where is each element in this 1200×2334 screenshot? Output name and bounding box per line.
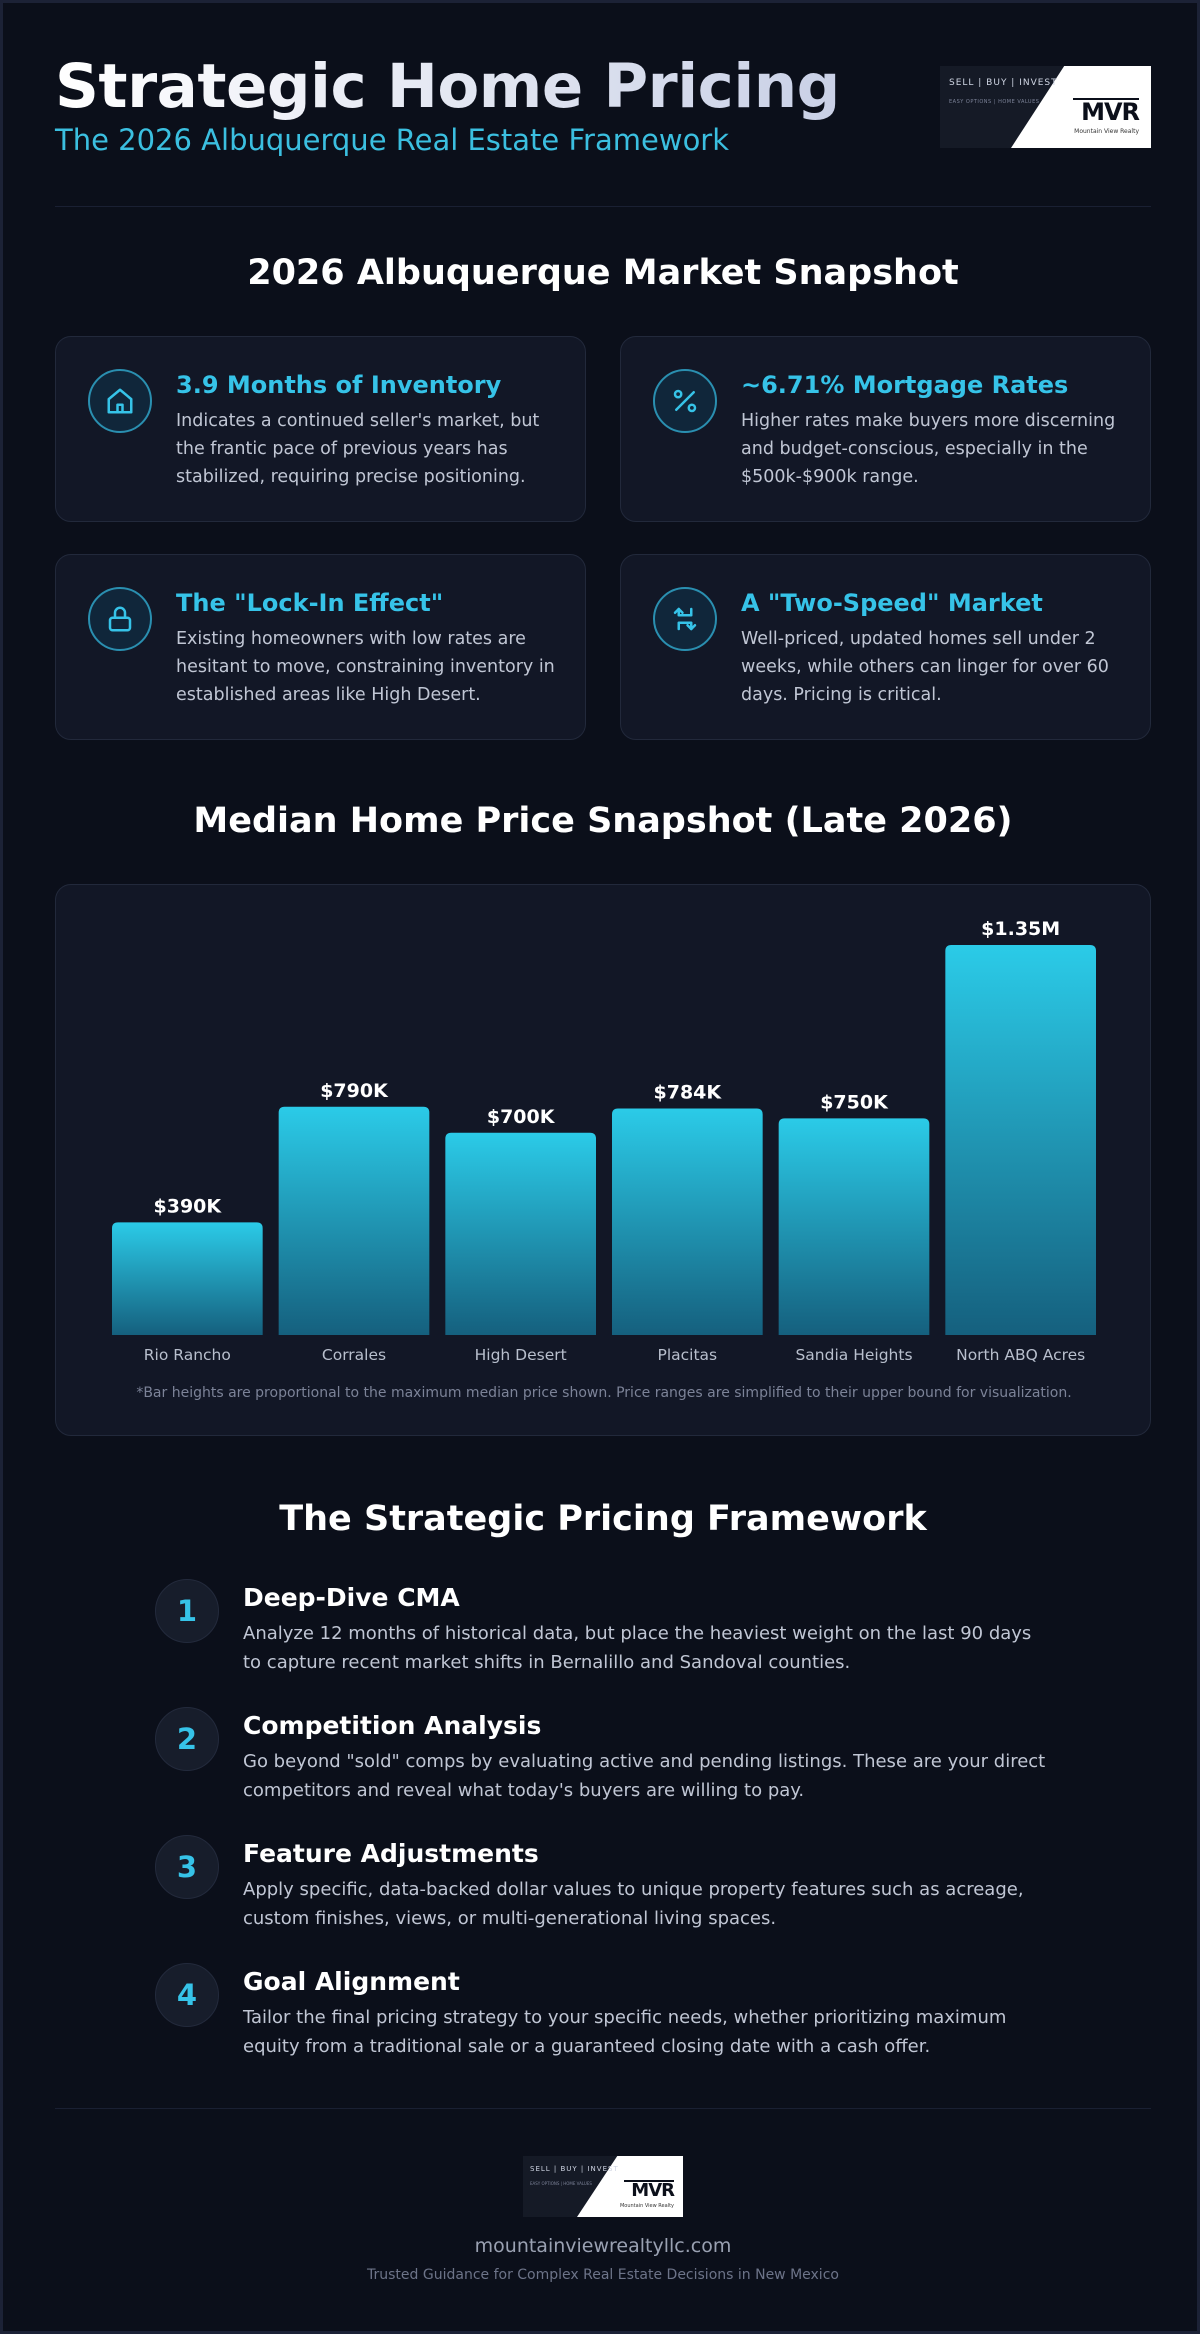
category-tick-label: High Desert xyxy=(475,1346,567,1364)
bar-rio-rancho xyxy=(112,1222,263,1335)
snapshot-card-inventory: 3.9 Months of Inventory Indicates a cont… xyxy=(55,336,586,522)
page-title: Strategic Home Pricing xyxy=(55,51,840,122)
step-number: 4 xyxy=(155,1963,219,2027)
step-text: Analyze 12 months of historical data, bu… xyxy=(243,1623,1032,1673)
bar-value-label: $700K xyxy=(487,1106,556,1128)
header: Strategic Home Pricing The 2026 Albuquer… xyxy=(55,51,1151,161)
card-title: ~6.71% Mortgage Rates xyxy=(741,371,1069,399)
step-title: Deep-Dive CMA xyxy=(243,1583,460,1612)
footer-tagline: Trusted Guidance for Complex Real Estate… xyxy=(367,2267,839,2283)
step-title: Goal Alignment xyxy=(243,1967,460,1996)
framework-title: The Strategic Pricing Framework xyxy=(279,1499,927,1539)
page-subtitle: The 2026 Albuquerque Real Estate Framewo… xyxy=(55,123,730,157)
card-text: Indicates a continued seller's market, b… xyxy=(176,411,540,487)
logo-subline: EASY OPTIONS | HOME VALUES xyxy=(949,99,1040,105)
step-title: Feature Adjustments xyxy=(243,1839,539,1868)
logo-tagline: SELL | BUY | INVEST xyxy=(530,2165,619,2173)
card-text: Existing homeowners with low rates are h… xyxy=(176,629,555,705)
card-text: Higher rates make buyers more discerning… xyxy=(741,411,1116,487)
step-number: 3 xyxy=(155,1835,219,1899)
card-title: 3.9 Months of Inventory xyxy=(176,371,502,399)
card-title: A "Two-Speed" Market xyxy=(741,589,1043,617)
logo-mark: MVR xyxy=(631,2180,675,2201)
category-tick-label: Rio Rancho xyxy=(144,1346,231,1364)
bar-value-label: $790K xyxy=(320,1080,389,1102)
bar-high-desert xyxy=(445,1132,596,1335)
step-text: Go beyond "sold" comps by evaluating act… xyxy=(243,1751,1046,1801)
bar-value-label: $1.35M xyxy=(981,918,1060,940)
split-arrows-icon xyxy=(653,587,717,651)
header-divider xyxy=(55,206,1151,207)
step-title: Competition Analysis xyxy=(243,1711,542,1740)
chart-footnote: *Bar heights are proportional to the max… xyxy=(136,1385,1072,1401)
snapshot-card-lock-in: The "Lock-In Effect" Existing homeowners… xyxy=(55,554,586,740)
logo-rule xyxy=(624,2180,674,2182)
bar-value-label: $390K xyxy=(154,1195,223,1217)
framework-step-goals: 4 Goal Alignment Tailor the final pricin… xyxy=(155,1963,1055,2063)
bar-placitas xyxy=(612,1108,763,1335)
brand-logo: SELL | BUY | INVEST EASY OPTIONS | HOME … xyxy=(940,66,1151,148)
lock-icon xyxy=(88,587,152,651)
logo-mark: MVR xyxy=(1081,98,1140,126)
category-tick-label: Sandia Heights xyxy=(795,1346,912,1364)
median-price-chart-svg: $390K Rio Rancho $790K Corrales $700K High De… xyxy=(112,918,1096,1364)
card-title: The "Lock-In Effect" xyxy=(176,589,444,617)
logo-mark-sub: Mountain View Realty xyxy=(619,2203,674,2209)
logo-subline: EASY OPTIONS | HOME VALUES xyxy=(530,2181,592,2186)
bar-sandia-heights xyxy=(778,1118,930,1335)
footer-divider xyxy=(55,2108,1151,2109)
category-tick-label: Placitas xyxy=(658,1346,718,1364)
category-tick-label: North ABQ Acres xyxy=(956,1346,1085,1364)
framework-step-competition: 2 Competition Analysis Go beyond "sold" … xyxy=(155,1707,1055,1807)
bar-value-label: $750K xyxy=(820,1091,889,1113)
snapshot-card-two-speed: A "Two-Speed" Market Well-priced, update… xyxy=(620,554,1151,740)
bar-value-label: $784K xyxy=(654,1082,723,1104)
step-number: 2 xyxy=(155,1707,219,1771)
bar-corrales xyxy=(278,1106,430,1335)
footer-website-link[interactable]: mountainviewrealtyllc.com xyxy=(474,2235,732,2257)
percent-icon xyxy=(653,369,717,433)
home-icon xyxy=(88,369,152,433)
logo-mark-sub: Mountain View Realty xyxy=(1074,128,1139,135)
median-price-chart: $390K Rio Rancho $790K Corrales $700K High De… xyxy=(55,884,1151,1436)
snapshot-title: 2026 Albuquerque Market Snapshot xyxy=(247,253,959,293)
bar-north-abq-acres xyxy=(945,945,1096,1335)
card-text: Well-priced, updated homes sell under 2 … xyxy=(741,629,1109,705)
logo-tagline: SELL | BUY | INVEST xyxy=(949,78,1058,88)
step-text: Tailor the final pricing strategy to you… xyxy=(243,2007,1007,2057)
median-title: Median Home Price Snapshot (Late 2026) xyxy=(193,801,1013,841)
step-text: Apply specific, data-backed dollar value… xyxy=(243,1879,1024,1929)
step-number: 1 xyxy=(155,1579,219,1643)
framework-step-cma: 1 Deep-Dive CMA Analyze 12 months of his… xyxy=(155,1579,1055,1679)
snapshot-card-rates: ~6.71% Mortgage Rates Higher rates make … xyxy=(620,336,1151,522)
framework-step-features: 3 Feature Adjustments Apply specific, da… xyxy=(155,1835,1055,1935)
logo-rule xyxy=(1073,98,1139,100)
footer-logo: SELL | BUY | INVEST EASY OPTIONS | HOME … xyxy=(523,2156,683,2217)
category-tick-label: Corrales xyxy=(322,1346,386,1364)
